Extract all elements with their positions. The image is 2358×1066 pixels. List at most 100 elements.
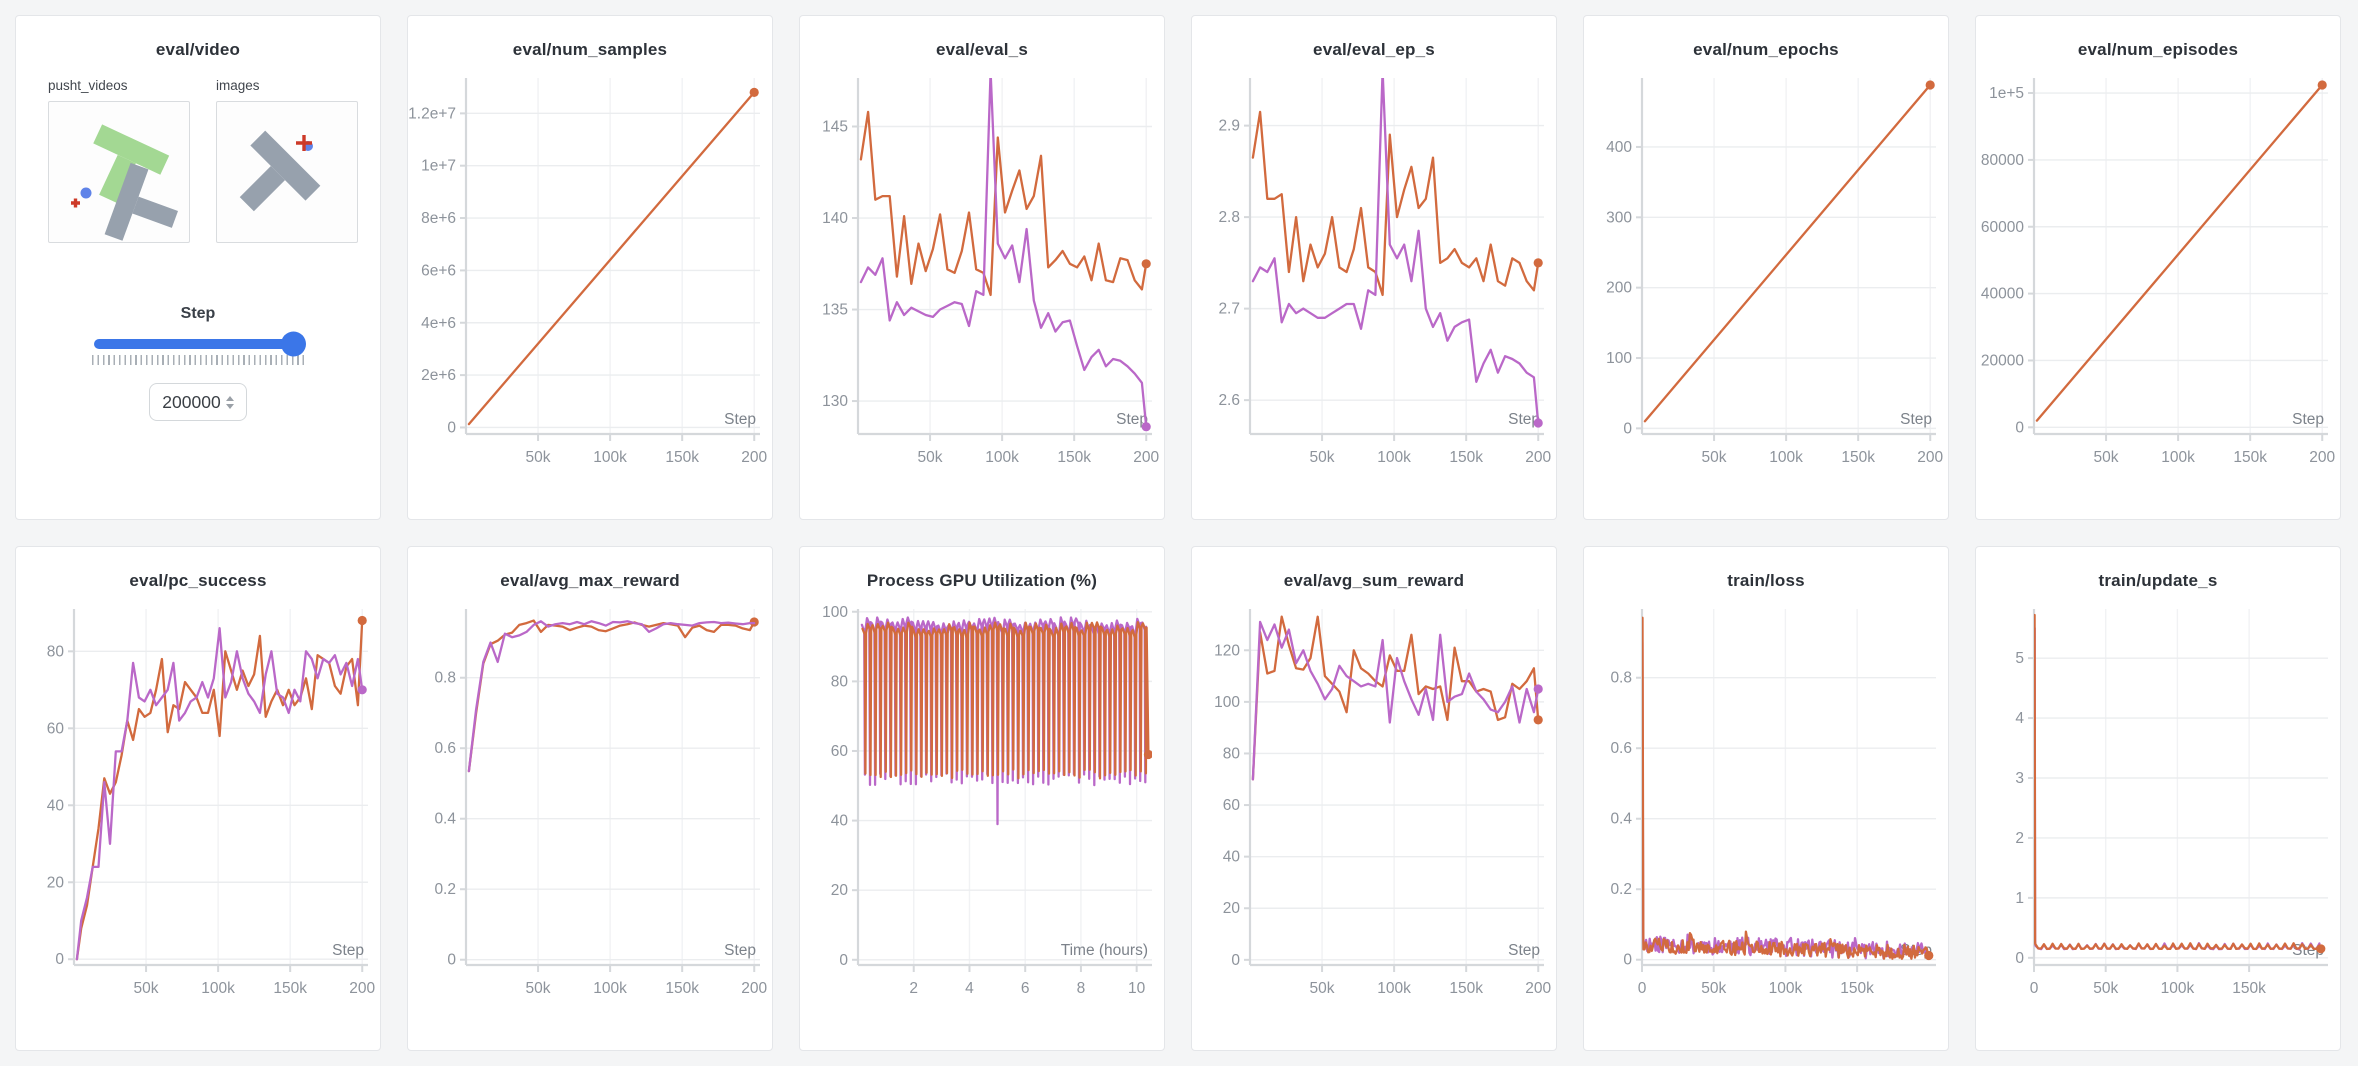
chart-canvas: 50k 100k 150k 200 0 20 40 60 80 100 120 Step	[1214, 609, 1552, 997]
step-slider-thumb[interactable]	[281, 331, 306, 357]
svg-text:0.6: 0.6	[1610, 740, 1632, 757]
panel-eval-num-samples[interactable]: eval/num_samples 50k 100k 150k 200 0 2e+6 4e+6…	[407, 15, 773, 520]
svg-text:1.2e+7: 1.2e+7	[408, 105, 456, 122]
svg-text:80: 80	[831, 673, 849, 690]
svg-text:2: 2	[909, 980, 918, 997]
svg-text:0.4: 0.4	[434, 811, 456, 828]
panel-eval-avg-max-reward[interactable]: eval/avg_max_reward 50k 100k 150k 200 0 0.2 0.…	[407, 546, 773, 1051]
svg-text:200: 200	[1606, 280, 1632, 297]
svg-text:0: 0	[447, 419, 456, 436]
panel-eval-video[interactable]: eval/video pusht_videos	[15, 15, 381, 520]
svg-text:Step: Step	[1508, 411, 1540, 428]
chart-canvas: 50k 100k 150k 200 0 0.2 0.4 0.6 0.8 Step	[434, 609, 768, 997]
chart-canvas: 50k 100k 150k 200 130 135 140 145 Step	[822, 78, 1160, 466]
chart-canvas: 50k 100k 150k 200 0 20 40 60 80 Step	[47, 609, 376, 997]
svg-text:10: 10	[1128, 980, 1146, 997]
step-input-value: 200000	[162, 391, 221, 412]
svg-text:150k: 150k	[1840, 980, 1874, 997]
svg-text:135: 135	[822, 302, 848, 319]
svg-text:150k: 150k	[1449, 980, 1483, 997]
svg-text:0: 0	[1623, 952, 1632, 969]
svg-text:0: 0	[1623, 420, 1632, 437]
svg-text:0: 0	[1231, 952, 1240, 969]
step-number-input[interactable]: 200000	[149, 383, 247, 421]
svg-text:8: 8	[1077, 980, 1086, 997]
svg-text:0: 0	[447, 952, 456, 969]
svg-text:0.8: 0.8	[434, 670, 456, 687]
svg-text:Step: Step	[1116, 411, 1148, 428]
image-thumbnail[interactable]	[216, 101, 358, 243]
svg-text:0: 0	[2015, 419, 2024, 436]
svg-text:Step: Step	[724, 942, 756, 959]
svg-text:Step: Step	[332, 942, 364, 959]
step-up-icon[interactable]	[225, 395, 234, 401]
panel-eval-pc-success[interactable]: eval/pc_success 50k 100k 150k 200 0 20 40 60 80 S…	[15, 546, 381, 1051]
svg-text:80000: 80000	[1981, 152, 2024, 169]
svg-text:50k: 50k	[1701, 980, 1726, 997]
step-stepper-arrows[interactable]	[225, 395, 234, 409]
pusht-video-frame-icon	[71, 124, 179, 241]
svg-text:150k: 150k	[1841, 449, 1875, 466]
svg-text:50k: 50k	[1310, 980, 1335, 997]
svg-text:100k: 100k	[1377, 980, 1411, 997]
svg-text:50k: 50k	[918, 449, 943, 466]
media-panel-title: eval/video	[155, 40, 241, 59]
svg-text:20000: 20000	[1981, 352, 2024, 369]
svg-text:4: 4	[965, 980, 974, 997]
media-row: pusht_videos images	[16, 70, 380, 243]
svg-text:Step: Step	[1508, 942, 1540, 959]
panel-eval-eval-s[interactable]: eval/eval_s 50k 100k 150k 200 130 135 140 145 St…	[799, 15, 1165, 520]
svg-text:100k: 100k	[985, 449, 1019, 466]
svg-text:150k: 150k	[665, 449, 699, 466]
panel-process-gpu-utilization[interactable]: Process GPU Utilization (%) 2 4 6 8 10 0 20 40 6…	[799, 546, 1165, 1051]
svg-text:200: 200	[349, 980, 375, 997]
svg-text:100k: 100k	[1377, 449, 1411, 466]
svg-text:80: 80	[1223, 745, 1241, 762]
svg-text:100k: 100k	[2161, 980, 2195, 997]
panel-train-loss[interactable]: train/loss 0 50k 100k 150k 0 0.2 0.4 0.6 0.8 Step	[1583, 546, 1949, 1051]
svg-text:150k: 150k	[1057, 449, 1091, 466]
svg-text:20: 20	[1223, 900, 1241, 917]
svg-text:50k: 50k	[526, 449, 551, 466]
svg-text:50k: 50k	[134, 980, 159, 997]
svg-text:150k: 150k	[273, 980, 307, 997]
svg-text:1: 1	[2015, 890, 2024, 907]
step-down-icon[interactable]	[225, 403, 234, 409]
chart-canvas: 50k 100k 150k 200 0 2e+6 4e+6 6e+6 8e+6 1e+7 1.2e+…	[408, 78, 768, 466]
svg-text:Step: Step	[2292, 411, 2324, 428]
step-control: Step 200000	[16, 305, 380, 421]
panel-train-update-s[interactable]: train/update_s 0 50k 100k 150k 0 1 2 3 4 5 Step	[1975, 546, 2341, 1051]
svg-text:150k: 150k	[1449, 449, 1483, 466]
panel-eval-avg-sum-reward[interactable]: eval/avg_sum_reward 50k 100k 150k 200 0 20 40 6…	[1191, 546, 1557, 1051]
panel-eval-eval-ep-s[interactable]: eval/eval_ep_s 50k 100k 150k 200 2.6 2.7 2.8 2.…	[1191, 15, 1557, 520]
svg-text:2.7: 2.7	[1218, 301, 1240, 318]
panel-eval-num-episodes[interactable]: eval/num_episodes 50k 100k 150k 200 0 20000 40…	[1975, 15, 2341, 520]
svg-text:6: 6	[1021, 980, 1030, 997]
svg-text:140: 140	[822, 210, 848, 227]
chart-canvas: 50k 100k 150k 200 2.6 2.7 2.8 2.9 Step	[1218, 78, 1552, 466]
svg-text:80: 80	[47, 643, 65, 660]
svg-text:0: 0	[55, 951, 64, 968]
svg-text:5: 5	[2015, 650, 2024, 667]
step-slider-tickmarks	[92, 355, 304, 365]
svg-text:50k: 50k	[526, 980, 551, 997]
svg-text:400: 400	[1606, 139, 1632, 156]
svg-text:150k: 150k	[665, 980, 699, 997]
svg-text:200: 200	[1525, 449, 1551, 466]
pusht-image-frame-icon	[239, 130, 321, 212]
panel-eval-num-epochs[interactable]: eval/num_epochs 50k 100k 150k 200 0 100 200 300…	[1583, 15, 1949, 520]
svg-text:145: 145	[822, 119, 848, 136]
svg-text:50k: 50k	[2093, 980, 2118, 997]
svg-text:20: 20	[831, 882, 849, 899]
svg-text:Time (hours): Time (hours)	[1061, 942, 1148, 959]
step-slider-label: Step	[180, 305, 216, 322]
video-thumbnail-pusht[interactable]	[48, 101, 190, 243]
step-slider[interactable]	[94, 331, 306, 357]
svg-text:0: 0	[2015, 950, 2024, 967]
media-label-pusht-videos: pusht_videos	[48, 78, 128, 93]
svg-text:50k: 50k	[1702, 449, 1727, 466]
svg-text:0.4: 0.4	[1610, 811, 1632, 828]
svg-text:40: 40	[1223, 849, 1241, 866]
svg-text:50k: 50k	[2094, 449, 2119, 466]
